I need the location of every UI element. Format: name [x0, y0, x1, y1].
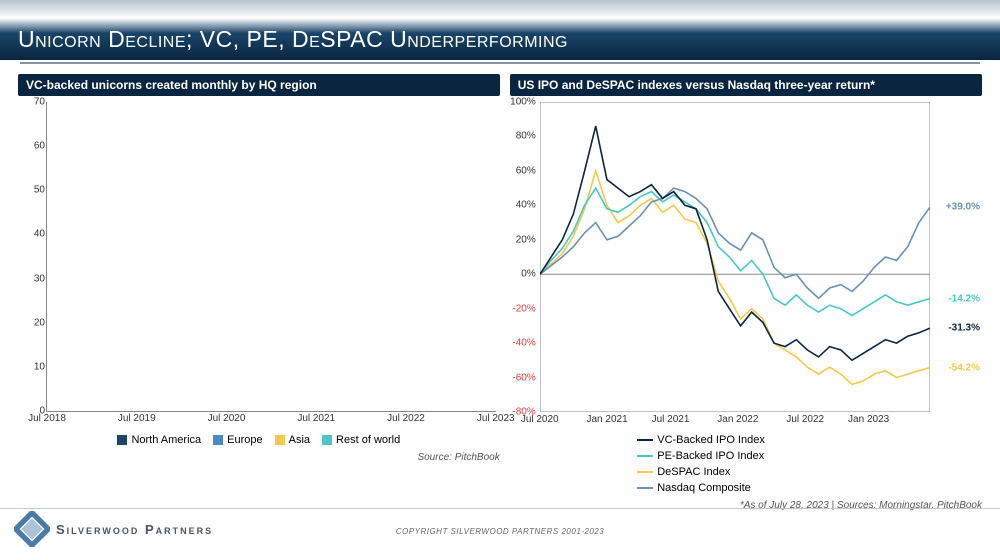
x-tick: Jul 2021 — [297, 413, 335, 424]
y-tick: 10 — [34, 361, 45, 372]
left-panel: VC-backed unicorns created monthly by HQ… — [18, 74, 500, 511]
end-label: -31.3% — [948, 323, 980, 334]
x-tick: Jul 2022 — [786, 414, 824, 425]
legend-item: PE-Backed IPO Index — [637, 450, 854, 462]
left-chart-title: VC-backed unicorns created monthly by HQ… — [26, 78, 317, 92]
legend-label: VC-Backed IPO Index — [657, 434, 765, 446]
right-chart-title: US IPO and DeSPAC indexes versus Nasdaq … — [518, 78, 875, 92]
legend-swatch — [275, 435, 285, 445]
legend-item: VC-Backed IPO Index — [637, 434, 854, 446]
legend-swatch — [322, 435, 332, 445]
end-label: -14.2% — [948, 293, 980, 304]
page-title: Unicorn Decline; VC, PE, DeSPAC Underper… — [18, 26, 568, 53]
legend-label: PE-Backed IPO Index — [657, 450, 764, 462]
legend-label: Rest of world — [336, 434, 400, 446]
bar-legend: North America Europe Asia Rest of world — [18, 434, 500, 446]
y-tick: 50 — [34, 185, 45, 196]
legend-swatch — [637, 455, 653, 457]
x-tick: Jul 2019 — [118, 413, 156, 424]
line-svg — [540, 102, 930, 412]
diamond-icon — [14, 511, 50, 547]
legend-label: Nasdaq Composite — [657, 482, 751, 494]
y-tick: 70 — [34, 97, 45, 108]
brand-text: Silverwood Partners — [56, 522, 213, 537]
x-tick: Jan 2023 — [848, 414, 889, 425]
x-tick: Jul 2020 — [521, 414, 559, 425]
legend-swatch — [117, 435, 127, 445]
legend-label: Europe — [227, 434, 262, 446]
footer: Silverwood Partners COPYRIGHT SILVERWOOD… — [0, 508, 1000, 556]
legend-swatch — [637, 471, 653, 473]
bar-chart: 010203040506070 Jul 2018Jul 2019Jul 2020… — [46, 102, 496, 412]
y-tick: 20% — [516, 234, 536, 245]
line-legend: VC-Backed IPO Index PE-Backed IPO Index De… — [510, 434, 982, 494]
x-tick: Jul 2023 — [477, 413, 515, 424]
bar-x-axis: Jul 2018Jul 2019Jul 2020Jul 2021Jul 2022… — [47, 413, 496, 429]
y-tick: 80% — [516, 131, 536, 142]
line-chart: -80%-60%-40%-20%0%20%40%60%80%100% Jul 2… — [510, 102, 936, 412]
y-tick: 60% — [516, 165, 536, 176]
brand-logo: Silverwood Partners — [14, 511, 213, 547]
y-tick: 30 — [34, 273, 45, 284]
y-tick: -40% — [512, 338, 535, 349]
bar-y-axis: 010203040506070 — [19, 102, 45, 411]
end-label: -54.2% — [948, 362, 980, 373]
legend-swatch — [637, 487, 653, 489]
legend-label: DeSPAC Index — [657, 466, 730, 478]
right-chart-title-bar: US IPO and DeSPAC indexes versus Nasdaq … — [510, 74, 982, 96]
x-tick: Jul 2022 — [387, 413, 425, 424]
charts-row: VC-backed unicorns created monthly by HQ… — [0, 64, 1000, 511]
y-tick: 60 — [34, 141, 45, 152]
legend-swatch — [213, 435, 223, 445]
legend-item: DeSPAC Index — [637, 466, 854, 478]
left-chart-title-bar: VC-backed unicorns created monthly by HQ… — [18, 74, 500, 96]
y-tick: 0% — [521, 269, 535, 280]
legend-item: North America — [117, 434, 201, 446]
x-tick: Jul 2018 — [28, 413, 66, 424]
line-x-axis: Jul 2020Jan 2021Jul 2021Jan 2022Jul 2022… — [540, 414, 936, 430]
x-tick: Jan 2022 — [717, 414, 758, 425]
y-tick: 40 — [34, 229, 45, 240]
right-panel: US IPO and DeSPAC indexes versus Nasdaq … — [510, 74, 982, 511]
legend-item: Nasdaq Composite — [637, 482, 854, 494]
y-tick: 20 — [34, 317, 45, 328]
y-tick: 100% — [510, 97, 536, 108]
x-tick: Jan 2021 — [587, 414, 628, 425]
y-tick: -20% — [512, 303, 535, 314]
end-label: +39.0% — [946, 202, 980, 213]
y-tick: -60% — [512, 372, 535, 383]
legend-swatch — [637, 439, 653, 441]
header-band: Unicorn Decline; VC, PE, DeSPAC Underper… — [0, 0, 1000, 60]
legend-item: Asia — [275, 434, 310, 446]
legend-label: Asia — [289, 434, 310, 446]
line-y-axis: -80%-60%-40%-20%0%20%40%60%80%100% — [510, 102, 540, 412]
bars-container — [47, 102, 496, 411]
y-tick: 40% — [516, 200, 536, 211]
legend-item: Rest of world — [322, 434, 400, 446]
legend-label: North America — [131, 434, 201, 446]
x-tick: Jul 2021 — [652, 414, 690, 425]
left-source: Source: PitchBook — [18, 452, 500, 463]
copyright: COPYRIGHT SILVERWOOD PARTNERS 2001-2023 — [396, 527, 604, 536]
legend-item: Europe — [213, 434, 262, 446]
x-tick: Jul 2020 — [208, 413, 246, 424]
